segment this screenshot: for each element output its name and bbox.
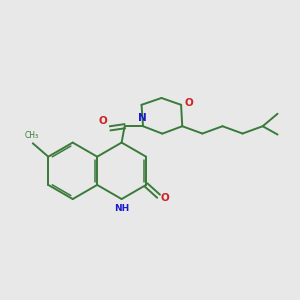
Text: O: O [184,98,193,108]
Text: N: N [138,113,147,123]
Text: O: O [99,116,107,126]
Text: O: O [160,193,169,203]
Text: NH: NH [114,204,129,213]
Text: CH₃: CH₃ [24,131,38,140]
